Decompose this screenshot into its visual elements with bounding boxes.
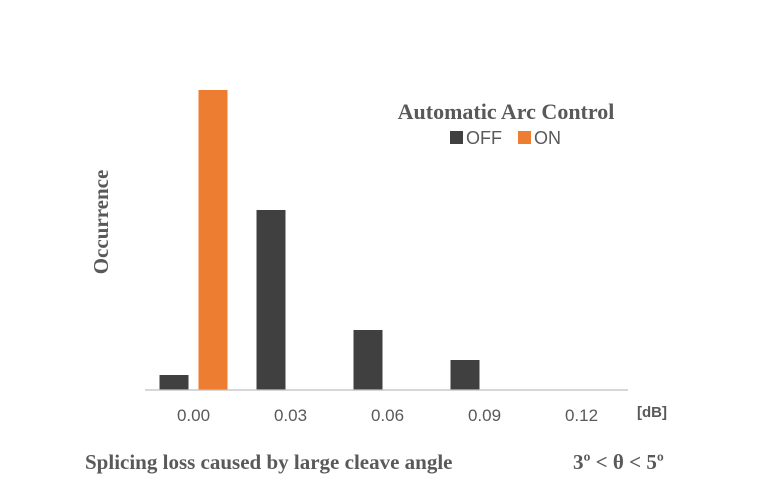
bars-layer bbox=[159, 90, 480, 390]
x-axis-condition: 3º < θ < 5º bbox=[573, 450, 664, 474]
bar-off-0.06 bbox=[353, 330, 383, 390]
bar-on-0.00 bbox=[198, 90, 228, 390]
bar-off-0.00 bbox=[159, 375, 189, 390]
x-tick-label: 0.06 bbox=[371, 406, 404, 425]
legend-swatch-off bbox=[450, 131, 463, 144]
x-tick-label: 0.12 bbox=[565, 406, 598, 425]
legend-swatch-on bbox=[518, 131, 531, 144]
legend-label-off: OFF bbox=[466, 128, 502, 148]
bar-off-0.03 bbox=[256, 210, 286, 390]
legend-label-on: ON bbox=[534, 128, 561, 148]
legend-title: Automatic Arc Control bbox=[398, 99, 615, 124]
y-axis-label: Occurrence bbox=[89, 170, 113, 275]
x-tick-labels: 0.00 0.03 0.06 0.09 0.12 bbox=[177, 406, 598, 425]
bar-off-0.09 bbox=[450, 360, 480, 390]
x-tick-label: 0.03 bbox=[274, 406, 307, 425]
x-unit-label: [dB] bbox=[637, 404, 667, 421]
x-tick-label: 0.09 bbox=[468, 406, 501, 425]
legend: OFF ON bbox=[450, 128, 561, 148]
x-axis-title: Splicing loss caused by large cleave ang… bbox=[85, 450, 453, 474]
x-tick-label: 0.00 bbox=[177, 406, 210, 425]
